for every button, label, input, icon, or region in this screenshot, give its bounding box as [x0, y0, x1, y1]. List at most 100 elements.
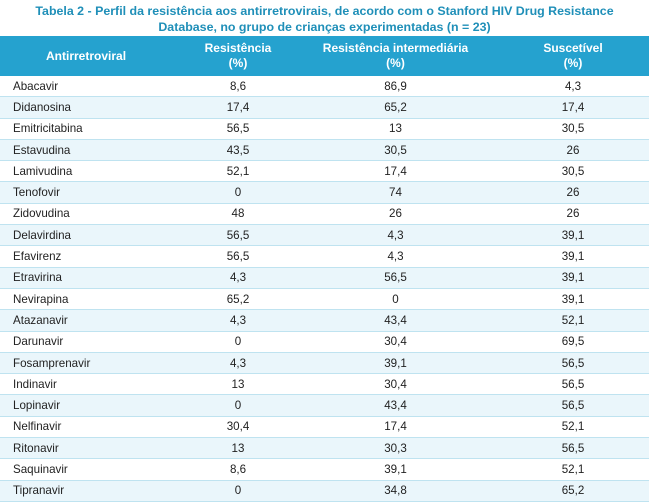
resistance-value: 52,1 [182, 160, 294, 183]
susceptible-value: 39,1 [497, 267, 649, 289]
intermediate-value: 13 [294, 118, 497, 140]
header-intermediate-label: Resistência intermediária [322, 41, 469, 55]
resistance-value: 0 [182, 394, 294, 417]
resistance-table: Antirretroviral Resistência (%) Resistên… [0, 36, 649, 502]
susceptible-value: 4,3 [497, 76, 649, 98]
drug-name: Efavirenz [0, 245, 182, 268]
table-row: Lamivudina 52,1 17,4 30,5 [0, 160, 649, 183]
resistance-value: 56,5 [182, 224, 294, 247]
table-row: Didanosina 17,4 65,2 17,4 [0, 96, 649, 119]
drug-name: Nelfinavir [0, 416, 182, 439]
susceptible-value: 69,5 [497, 331, 649, 353]
header-antiretroviral: Antirretroviral [0, 36, 182, 76]
table-header: Antirretroviral Resistência (%) Resistên… [0, 36, 649, 76]
susceptible-value: 26 [497, 181, 649, 204]
table-row: Abacavir 8,6 86,9 4,3 [0, 76, 649, 98]
resistance-value: 13 [182, 437, 294, 460]
table-row: Emitricitabina 56,5 13 30,5 [0, 118, 649, 140]
susceptible-value: 26 [497, 139, 649, 162]
table-row: Delavirdina 56,5 4,3 39,1 [0, 224, 649, 247]
susceptible-value: 56,5 [497, 352, 649, 375]
drug-name: Indinavir [0, 373, 182, 396]
table-row: Indinavir 13 30,4 56,5 [0, 373, 649, 396]
header-intermediate: Resistência intermediária (%) [294, 36, 497, 76]
susceptible-value: 56,5 [497, 437, 649, 460]
drug-name: Emitricitabina [0, 118, 182, 140]
susceptible-value: 65,2 [497, 480, 649, 502]
drug-name: Abacavir [0, 76, 182, 98]
table-row: Ritonavir 13 30,3 56,5 [0, 437, 649, 460]
table-row: Lopinavir 0 43,4 56,5 [0, 394, 649, 417]
table-row: Tipranavir 0 34,8 65,2 [0, 480, 649, 502]
resistance-value: 0 [182, 480, 294, 502]
susceptible-value: 39,1 [497, 224, 649, 247]
susceptible-value: 30,5 [497, 160, 649, 183]
drug-name: Darunavir [0, 331, 182, 353]
header-susceptible-label: Suscetível [543, 41, 603, 55]
intermediate-value: 30,4 [294, 331, 497, 353]
intermediate-value: 17,4 [294, 160, 497, 183]
drug-name: Ritonavir [0, 437, 182, 460]
resistance-value: 56,5 [182, 118, 294, 140]
susceptible-value: 26 [497, 203, 649, 226]
resistance-value: 8,6 [182, 76, 294, 98]
table-row: Nelfinavir 30,4 17,4 52,1 [0, 416, 649, 439]
drug-name: Zidovudina [0, 203, 182, 226]
intermediate-value: 4,3 [294, 224, 497, 247]
drug-name: Atazanavir [0, 309, 182, 332]
drug-name: Lopinavir [0, 394, 182, 417]
intermediate-value: 30,3 [294, 437, 497, 460]
table-caption: Tabela 2 - Perfil da resistência aos ant… [0, 0, 649, 36]
intermediate-value: 56,5 [294, 267, 497, 289]
header-intermediate-unit: (%) [386, 56, 405, 70]
drug-name: Lamivudina [0, 160, 182, 183]
resistance-value: 4,3 [182, 352, 294, 375]
drug-name: Didanosina [0, 96, 182, 119]
table-row: Estavudina 43,5 30,5 26 [0, 139, 649, 162]
intermediate-value: 30,4 [294, 373, 497, 396]
resistance-value: 0 [182, 331, 294, 353]
table-row: Fosamprenavir 4,3 39,1 56,5 [0, 352, 649, 375]
header-resistance-label: Resistência [204, 41, 272, 55]
intermediate-value: 26 [294, 203, 497, 226]
resistance-value: 8,6 [182, 458, 294, 481]
header-susceptible-unit: (%) [563, 56, 583, 70]
resistance-value: 17,4 [182, 96, 294, 119]
header-susceptible: Suscetível (%) [497, 36, 649, 76]
resistance-value: 43,5 [182, 139, 294, 162]
table-body: Abacavir 8,6 86,9 4,3 Didanosina 17,4 65,2 17,… [0, 76, 649, 502]
resistance-value: 0 [182, 181, 294, 204]
susceptible-value: 52,1 [497, 309, 649, 332]
drug-name: Saquinavir [0, 458, 182, 481]
intermediate-value: 0 [294, 288, 497, 311]
drug-name: Estavudina [0, 139, 182, 162]
drug-name: Nevirapina [0, 288, 182, 311]
resistance-value: 48 [182, 203, 294, 226]
intermediate-value: 17,4 [294, 416, 497, 439]
resistance-value: 56,5 [182, 245, 294, 268]
intermediate-value: 30,5 [294, 139, 497, 162]
intermediate-value: 43,4 [294, 309, 497, 332]
resistance-value: 30,4 [182, 416, 294, 439]
intermediate-value: 43,4 [294, 394, 497, 417]
intermediate-value: 34,8 [294, 480, 497, 502]
intermediate-value: 39,1 [294, 352, 497, 375]
drug-name: Delavirdina [0, 224, 182, 247]
drug-name: Etravirina [0, 267, 182, 289]
susceptible-value: 17,4 [497, 96, 649, 119]
caption-line-2: Database, no grupo de crianças experimen… [158, 20, 491, 34]
header-row: Antirretroviral Resistência (%) Resistên… [0, 36, 649, 76]
drug-name: Tipranavir [0, 480, 182, 502]
header-resistance: Resistência (%) [182, 36, 294, 76]
resistance-value: 65,2 [182, 288, 294, 311]
header-resistance-unit: (%) [228, 56, 248, 70]
table-row: Efavirenz 56,5 4,3 39,1 [0, 245, 649, 268]
susceptible-value: 52,1 [497, 458, 649, 481]
resistance-value: 13 [182, 373, 294, 396]
table-row: Saquinavir 8,6 39,1 52,1 [0, 458, 649, 481]
intermediate-value: 74 [294, 181, 497, 204]
table-row: Zidovudina 48 26 26 [0, 203, 649, 226]
resistance-value: 4,3 [182, 309, 294, 332]
table-row: Etravirina 4,3 56,5 39,1 [0, 267, 649, 289]
drug-name: Tenofovir [0, 181, 182, 204]
